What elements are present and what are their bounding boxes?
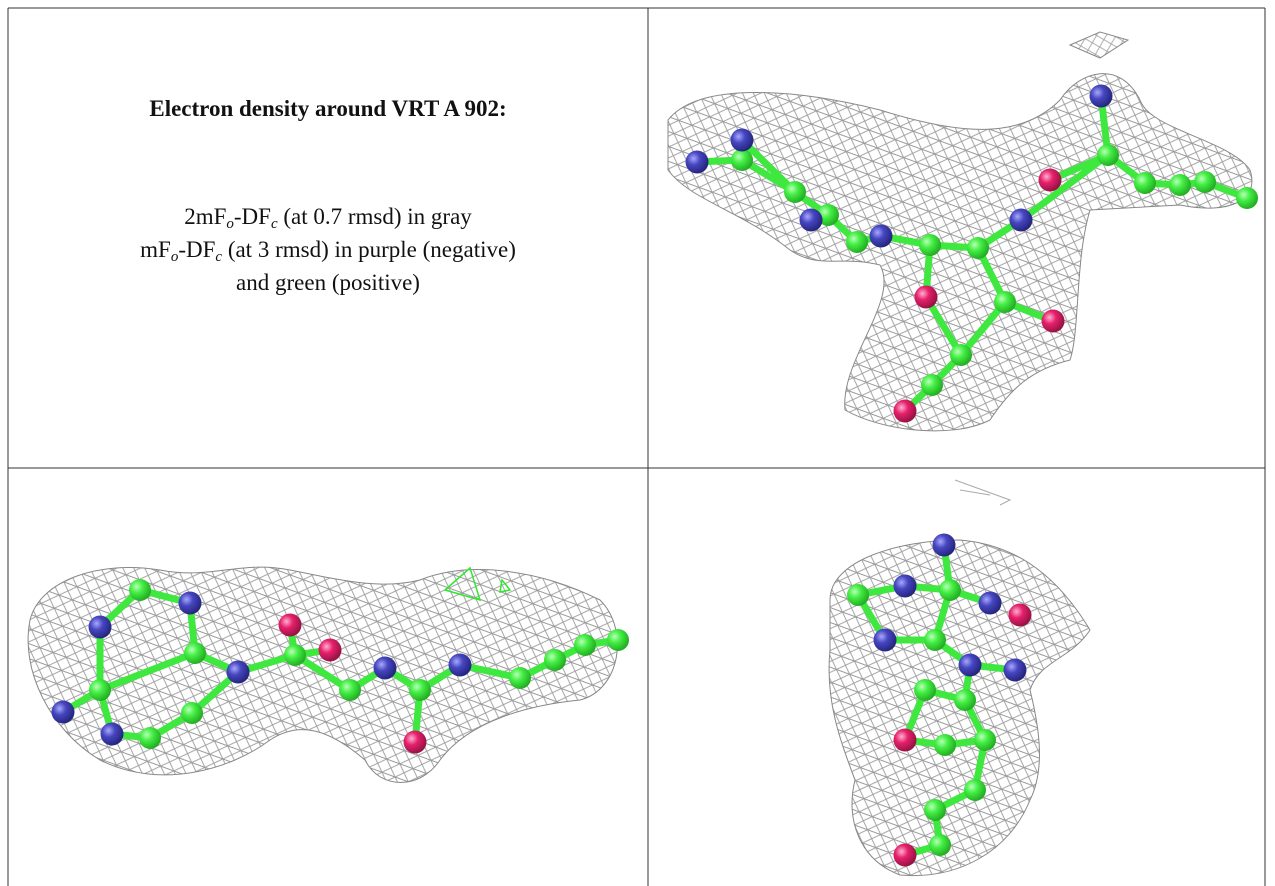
atom: [921, 374, 943, 396]
atom: [1010, 209, 1033, 232]
atom: [915, 286, 938, 309]
atom: [1236, 187, 1258, 209]
atom: [929, 834, 951, 856]
atom: [979, 592, 1002, 615]
atom: [933, 534, 956, 557]
atom: [89, 616, 112, 639]
atom: [279, 614, 302, 637]
atom: [924, 799, 946, 821]
atom: [939, 579, 961, 601]
atom: [894, 844, 917, 867]
atom: [1090, 85, 1113, 108]
atom: [449, 654, 472, 677]
atom: [607, 629, 629, 651]
atom: [846, 231, 868, 253]
atom: [894, 575, 917, 598]
text: -DF: [234, 204, 271, 229]
atom: [319, 639, 342, 662]
caption-line: mFo-DFc (at 3 rmsd) in purple (negative): [8, 237, 648, 266]
caption-line: 2mFo-DFc (at 0.7 rmsd) in gray: [8, 204, 648, 233]
atom: [139, 727, 161, 749]
atom: [179, 592, 202, 615]
atom: [184, 642, 206, 664]
atom: [874, 629, 897, 652]
atom: [404, 731, 427, 754]
atom: [934, 734, 956, 756]
atom: [967, 237, 989, 259]
atom: [374, 657, 397, 680]
atom: [924, 629, 946, 651]
atom: [1169, 174, 1191, 196]
atom: [950, 344, 972, 366]
subscript: o: [226, 216, 234, 232]
page: Electron density around VRT A 902: 2mFo-…: [0, 0, 1275, 886]
mesh-panel-3: [829, 480, 1090, 876]
atom: [1009, 604, 1032, 627]
atom: [181, 702, 203, 724]
atom: [994, 291, 1016, 313]
caption-title: Electron density around VRT A 902:: [8, 96, 648, 122]
text: (at 3 rmsd) in purple (negative): [222, 237, 516, 262]
atom: [1004, 659, 1027, 682]
atom: [509, 667, 531, 689]
atom: [339, 679, 361, 701]
subscript: c: [271, 216, 278, 232]
atom: [544, 649, 566, 671]
text: mF: [140, 237, 171, 262]
atom: [959, 654, 982, 677]
caption-line: and green (positive): [8, 270, 648, 296]
figure: [0, 0, 1275, 886]
atom: [914, 679, 936, 701]
atom: [1042, 310, 1065, 333]
text: 2mF: [184, 204, 226, 229]
atom: [686, 151, 709, 174]
atom: [894, 729, 917, 752]
atom: [409, 679, 431, 701]
atom: [974, 729, 996, 751]
atom: [284, 644, 306, 666]
atom: [1134, 172, 1156, 194]
atom: [870, 225, 893, 248]
mesh-panel-1: [668, 32, 1252, 431]
atom: [227, 661, 250, 684]
atom: [800, 209, 823, 232]
atom: [964, 779, 986, 801]
atom: [89, 679, 111, 701]
atom: [954, 689, 976, 711]
atom: [1194, 171, 1216, 193]
atom: [731, 149, 753, 171]
atom: [574, 634, 596, 656]
atom: [52, 701, 75, 724]
atom: [129, 579, 151, 601]
text: -DF: [178, 237, 215, 262]
text: (at 0.7 rmsd) in gray: [278, 204, 472, 229]
atom: [1039, 169, 1062, 192]
atom: [847, 584, 869, 606]
atom: [894, 400, 917, 423]
atom: [731, 129, 754, 152]
atom: [1097, 144, 1119, 166]
atom: [101, 723, 124, 746]
atom: [784, 181, 806, 203]
atom: [919, 234, 941, 256]
